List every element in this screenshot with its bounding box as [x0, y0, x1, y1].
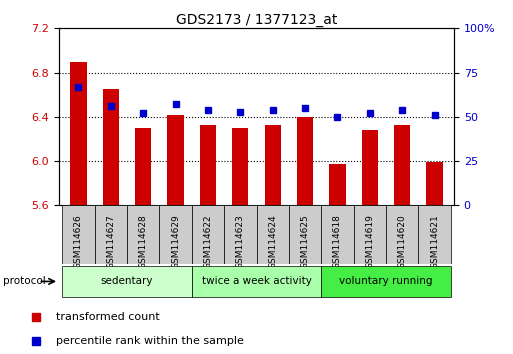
- Bar: [224, 205, 256, 264]
- Text: voluntary running: voluntary running: [339, 276, 433, 286]
- Text: GSM114627: GSM114627: [106, 214, 115, 269]
- Bar: [127, 205, 160, 264]
- Text: GSM114622: GSM114622: [204, 214, 212, 269]
- Bar: [289, 205, 321, 264]
- Bar: [62, 266, 192, 297]
- Bar: [103, 89, 119, 205]
- Bar: [160, 205, 192, 264]
- Text: GSM114625: GSM114625: [301, 214, 309, 269]
- Text: GSM114623: GSM114623: [236, 214, 245, 269]
- Bar: [386, 205, 419, 264]
- Bar: [329, 164, 346, 205]
- Bar: [321, 205, 353, 264]
- Bar: [321, 266, 451, 297]
- Text: GSM114619: GSM114619: [365, 214, 374, 269]
- Bar: [192, 266, 321, 297]
- Bar: [362, 130, 378, 205]
- Bar: [94, 205, 127, 264]
- Text: GSM114626: GSM114626: [74, 214, 83, 269]
- Text: GSM114621: GSM114621: [430, 214, 439, 269]
- Bar: [297, 117, 313, 205]
- Text: GSM114628: GSM114628: [139, 214, 148, 269]
- Title: GDS2173 / 1377123_at: GDS2173 / 1377123_at: [176, 13, 337, 27]
- Bar: [70, 62, 87, 205]
- Bar: [135, 128, 151, 205]
- Bar: [394, 125, 410, 205]
- Text: twice a week activity: twice a week activity: [202, 276, 311, 286]
- Bar: [419, 205, 451, 264]
- Bar: [265, 125, 281, 205]
- Bar: [167, 115, 184, 205]
- Text: transformed count: transformed count: [56, 312, 160, 322]
- Text: percentile rank within the sample: percentile rank within the sample: [56, 336, 244, 346]
- Bar: [256, 205, 289, 264]
- Bar: [232, 128, 248, 205]
- Text: GSM114629: GSM114629: [171, 214, 180, 269]
- Text: GSM114624: GSM114624: [268, 214, 277, 269]
- Bar: [192, 205, 224, 264]
- Text: sedentary: sedentary: [101, 276, 153, 286]
- Bar: [200, 125, 216, 205]
- Text: protocol: protocol: [3, 276, 45, 286]
- Text: GSM114620: GSM114620: [398, 214, 407, 269]
- Bar: [353, 205, 386, 264]
- Bar: [62, 205, 94, 264]
- Bar: [426, 162, 443, 205]
- Text: GSM114618: GSM114618: [333, 214, 342, 269]
